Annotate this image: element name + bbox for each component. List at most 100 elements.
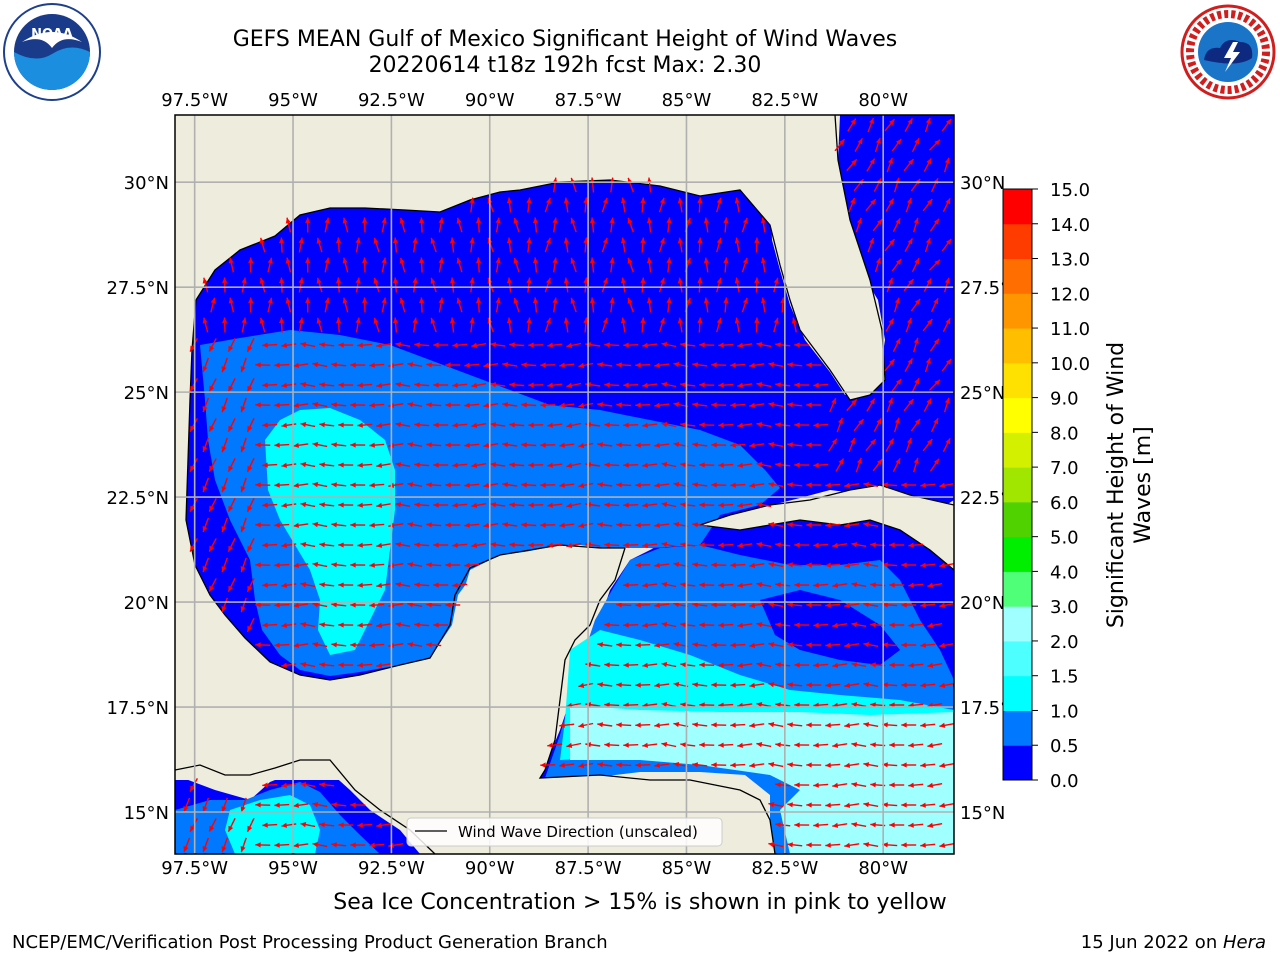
wave-direction-arrowhead	[274, 402, 280, 408]
wave-direction-arrowhead	[851, 399, 857, 406]
wave-direction-arrowhead	[716, 317, 722, 324]
wave-direction-arrowhead	[228, 825, 234, 832]
wave-direction-arrowhead	[944, 397, 950, 404]
wave-direction-arrowhead	[483, 522, 490, 528]
wave-direction-arrowhead	[240, 846, 246, 853]
wave-direction-arrowhead	[604, 502, 610, 508]
wave-direction-arrowhead	[407, 442, 414, 448]
wave-direction-arrowhead	[546, 237, 551, 244]
wave-direction-arrowhead	[661, 422, 668, 428]
wave-direction-arrowhead	[838, 458, 844, 465]
wave-direction-arrowhead	[737, 622, 743, 628]
wave-direction-arrowhead	[369, 562, 375, 568]
wave-direction-arrowhead	[907, 197, 912, 204]
lon-tick-label-bottom: 97.5°W	[161, 858, 228, 879]
wave-direction-arrowhead	[895, 338, 901, 345]
wave-direction-arrowhead	[616, 682, 622, 688]
wave-direction-arrowhead	[616, 722, 622, 728]
wave-direction-arrowhead	[756, 462, 763, 468]
gulf-wave-level-2	[265, 408, 395, 655]
wave-direction-arrowhead	[680, 342, 686, 348]
wave-direction-arrowhead	[509, 542, 515, 548]
wave-direction-arrowhead	[794, 662, 800, 668]
wave-direction-arrowhead	[395, 502, 402, 508]
colorbar-segment	[1003, 328, 1032, 364]
wave-direction-arrowhead	[768, 842, 775, 848]
wave-direction-arrowhead	[723, 217, 729, 224]
wave-direction-arrowhead	[806, 522, 812, 528]
wave-direction-arrowhead	[692, 442, 698, 448]
wave-direction-arrowhead	[395, 422, 402, 428]
wave-direction-arrowhead	[209, 385, 215, 392]
wave-direction-arrowhead	[737, 462, 743, 468]
wave-direction-arrowhead	[913, 457, 919, 464]
wave-direction-arrowhead	[895, 139, 902, 145]
wave-direction-arrowhead	[528, 462, 534, 468]
wave-direction-arrowhead	[305, 217, 311, 223]
wave-direction-arrowhead	[768, 802, 775, 808]
wave-direction-arrowhead	[426, 442, 432, 448]
colorbar-tick-label: 9.0	[1050, 389, 1079, 410]
wave-direction-arrowhead	[350, 642, 356, 648]
wave-direction-arrowhead	[623, 382, 629, 388]
wave-direction-arrowhead	[355, 317, 361, 324]
wave-direction-arrowhead	[407, 522, 414, 528]
wave-direction-arrowhead	[293, 562, 299, 568]
wave-direction-arrowhead	[616, 522, 622, 528]
wave-direction-arrowhead	[316, 237, 322, 244]
wave-direction-arrowhead	[659, 237, 665, 244]
wave-direction-arrowhead	[357, 822, 363, 828]
wave-direction-arrowhead	[907, 317, 912, 324]
colorbar-tick-label: 10.0	[1050, 354, 1090, 375]
wave-direction-arrowhead	[393, 317, 399, 324]
wave-direction-arrowhead	[414, 622, 420, 628]
wave-direction-arrowhead	[528, 342, 534, 348]
wave-direction-arrowhead	[787, 362, 793, 368]
wave-direction-arrowhead	[760, 217, 766, 224]
wave-direction-arrowhead	[336, 317, 342, 324]
wave-direction-arrowhead	[209, 585, 215, 592]
colorbar-tick-label: 7.0	[1050, 458, 1079, 479]
wave-direction-arrowhead	[806, 722, 812, 728]
wave-direction-arrowhead	[654, 482, 660, 488]
sea-ice-caption: Sea Ice Concentration > 15% is shown in …	[333, 890, 947, 915]
wave-direction-arrowhead	[920, 682, 926, 688]
wave-direction-arrowhead	[673, 482, 680, 488]
wave-direction-arrowhead	[699, 342, 705, 348]
wave-direction-arrowhead	[813, 662, 819, 668]
wave-direction-arrowhead	[889, 582, 895, 588]
wave-direction-arrowhead	[756, 702, 763, 708]
wave-direction-arrowhead	[775, 582, 781, 588]
wave-direction-arrowhead	[547, 462, 553, 468]
wave-direction-arrowhead	[654, 602, 660, 608]
wave-direction-arrowhead	[248, 297, 254, 303]
wave-direction-arrowhead	[787, 762, 793, 768]
wave-direction-arrowhead	[839, 139, 845, 146]
wave-direction-arrowhead	[570, 217, 576, 224]
wave-direction-arrowhead	[813, 782, 819, 788]
wave-direction-arrowhead	[718, 502, 724, 508]
wave-direction-arrowhead	[692, 522, 698, 528]
wave-direction-arrowhead	[407, 642, 414, 648]
wave-direction-arrowhead	[806, 642, 812, 648]
wave-direction-arrowhead	[583, 317, 589, 324]
wave-direction-arrowhead	[844, 562, 851, 568]
wave-direction-arrowhead	[533, 297, 539, 304]
wave-direction-arrowhead	[888, 397, 893, 404]
wave-direction-arrowhead	[635, 762, 641, 768]
wave-direction-arrowhead	[699, 702, 705, 708]
wave-direction-arrowhead	[775, 742, 781, 748]
wave-direction-arrowhead	[844, 642, 851, 648]
colorbar-tick-label: 11.0	[1050, 319, 1090, 340]
wave-direction-arrowhead	[312, 402, 319, 408]
colorbar-segment	[1003, 501, 1032, 538]
wave-direction-arrowhead	[832, 662, 839, 668]
wave-direction-arrowhead	[502, 442, 509, 448]
wave-direction-arrowhead	[768, 722, 775, 728]
wave-direction-arrowhead	[262, 822, 268, 828]
wave-direction-arrowhead	[412, 317, 418, 324]
wave-direction-arrowhead	[673, 762, 680, 768]
wave-direction-arrowhead	[939, 762, 946, 768]
wave-direction-arrowhead	[870, 702, 876, 708]
wave-direction-arrowhead	[452, 422, 458, 428]
